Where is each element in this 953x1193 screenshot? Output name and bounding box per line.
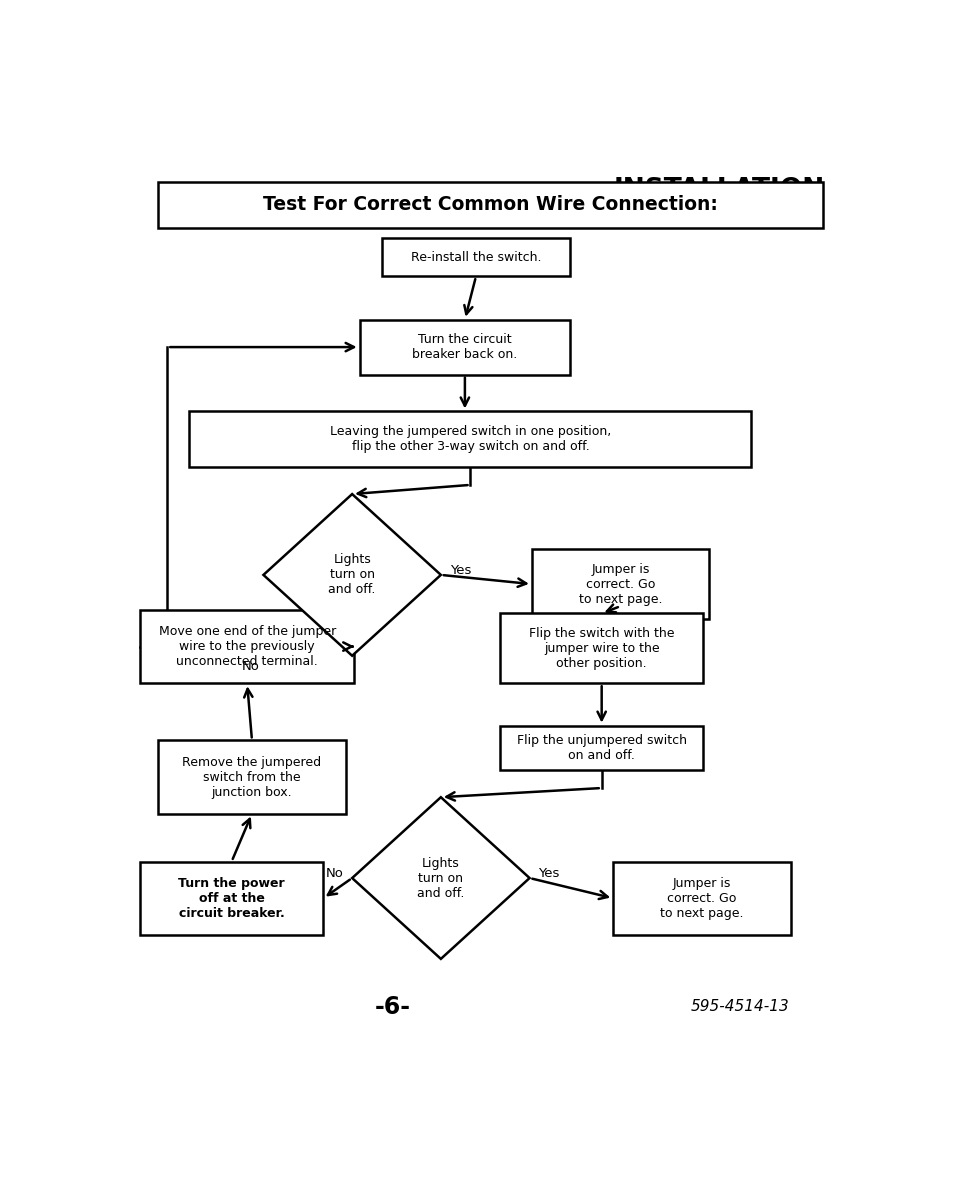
Text: Jumper is
correct. Go
to next page.: Jumper is correct. Go to next page.: [659, 877, 742, 920]
FancyBboxPatch shape: [613, 861, 790, 935]
Text: Yes: Yes: [449, 564, 471, 576]
FancyBboxPatch shape: [499, 613, 702, 684]
FancyBboxPatch shape: [499, 725, 702, 769]
Text: Re-install the switch.: Re-install the switch.: [411, 251, 540, 264]
FancyBboxPatch shape: [381, 237, 570, 277]
Text: Remove the jumpered
switch from the
junction box.: Remove the jumpered switch from the junc…: [182, 755, 321, 798]
FancyBboxPatch shape: [190, 412, 751, 466]
Text: Flip the unjumpered switch
on and off.: Flip the unjumpered switch on and off.: [517, 734, 686, 761]
Text: Leaving the jumpered switch in one position,
flip the other 3-way switch on and : Leaving the jumpered switch in one posit…: [330, 425, 611, 453]
FancyBboxPatch shape: [157, 181, 822, 228]
Text: Jumper is
correct. Go
to next page.: Jumper is correct. Go to next page.: [578, 563, 661, 606]
Text: INSTALLATION: INSTALLATION: [614, 177, 824, 203]
Text: Lights
turn on
and off.: Lights turn on and off.: [328, 554, 375, 596]
FancyBboxPatch shape: [157, 740, 346, 814]
FancyBboxPatch shape: [359, 320, 570, 375]
Text: Turn the circuit
breaker back on.: Turn the circuit breaker back on.: [412, 333, 517, 361]
FancyBboxPatch shape: [531, 549, 708, 619]
Polygon shape: [263, 494, 440, 656]
FancyBboxPatch shape: [140, 610, 354, 684]
Polygon shape: [352, 797, 529, 959]
FancyBboxPatch shape: [140, 861, 323, 935]
Text: Yes: Yes: [537, 867, 559, 880]
Text: -6-: -6-: [375, 995, 411, 1019]
Text: Lights
turn on
and off.: Lights turn on and off.: [416, 857, 464, 900]
Text: No: No: [242, 661, 259, 673]
Text: Test For Correct Common Wire Connection:: Test For Correct Common Wire Connection:: [263, 196, 717, 215]
Text: Move one end of the jumper
wire to the previously
unconnected terminal.: Move one end of the jumper wire to the p…: [158, 625, 335, 668]
Text: No: No: [325, 867, 343, 880]
Text: Turn the power
off at the
circuit breaker.: Turn the power off at the circuit breake…: [178, 877, 285, 920]
Text: Flip the switch with the
jumper wire to the
other position.: Flip the switch with the jumper wire to …: [528, 626, 674, 670]
Text: 595-4514-13: 595-4514-13: [690, 1000, 789, 1014]
